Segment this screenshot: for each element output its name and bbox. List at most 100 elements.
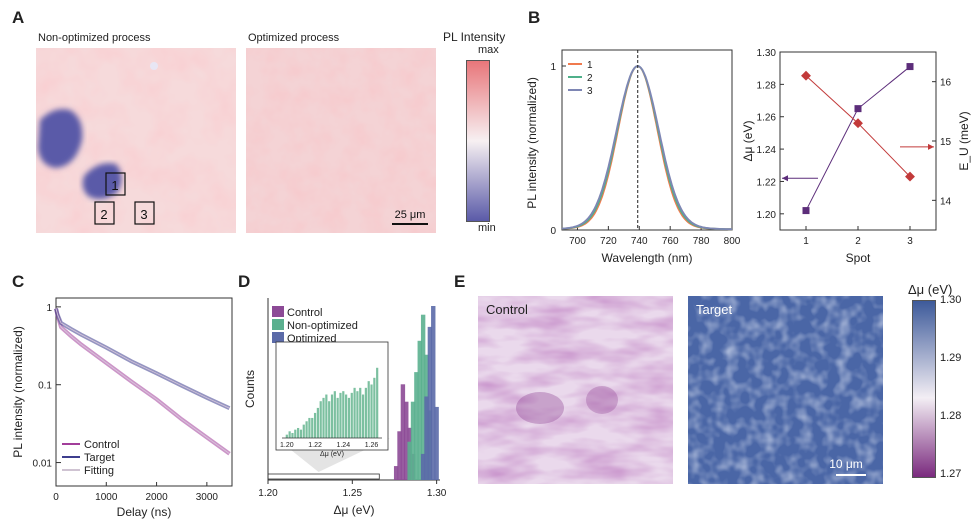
inset-bar (316, 407, 319, 438)
colorbar-e-tick-2: 1.29 (940, 352, 962, 364)
eu-point (801, 70, 811, 81)
panel-label-b: B (528, 8, 541, 27)
chart-d-histogram: 1.20 1.25 1.30ControlNon-optimizedOptimize… (243, 298, 447, 517)
spot-markers: 1 2 3 (94, 172, 155, 225)
x-axis-title: Delay (ns) (117, 505, 172, 519)
colorbar-a-min: min (478, 222, 496, 234)
inset-bar (297, 427, 300, 438)
colorbar-e-tick-1: 1.30 (940, 294, 962, 306)
inset-bar (302, 424, 305, 438)
y-right-axis-title: E_U (meV) (957, 111, 971, 170)
hist-bar-Non-optimized (417, 340, 422, 480)
colorbar-e-tick-3: 1.28 (940, 410, 962, 422)
legend-label: Control (84, 439, 119, 451)
hist-bar-Non-optimized (410, 401, 416, 480)
pl-map-optimized: 25 μm (246, 48, 436, 233)
spot-3-label: 3 (140, 207, 147, 222)
delta-mu-point (854, 105, 862, 113)
inset-bar (333, 391, 336, 438)
colorbar-e-title: Δμ (eV) (908, 282, 953, 297)
panel-a-left-title: Non-optimized process (38, 32, 151, 44)
arrow-right-head (928, 143, 934, 150)
y-left-tick-label: 1.26 (757, 113, 777, 124)
inset-bar (285, 434, 288, 438)
y-right-tick-label: 16 (940, 78, 952, 89)
legend-label-1: 1 (587, 60, 593, 71)
y-tick-label: 0 (550, 226, 556, 237)
inset-bar (345, 394, 348, 438)
spot-2-label: 2 (100, 207, 107, 222)
legend-swatch (272, 319, 284, 330)
inset-bar (308, 417, 311, 438)
hist-bar-Non-optimized (420, 314, 426, 480)
hist-bar-Control (404, 401, 409, 480)
inset-bar (322, 397, 325, 438)
decay-data-Target (54, 308, 231, 411)
y-left-tick-label: 1.22 (757, 177, 777, 188)
x-tick-label: 780 (693, 236, 710, 247)
panel-a-right-title: Optimized process (248, 32, 340, 44)
inset-bar (299, 429, 303, 438)
panel-label-c: C (12, 272, 25, 291)
colorbar-a (466, 60, 490, 222)
legend-swatch (272, 332, 284, 343)
x-tick-label: 1.30 (427, 488, 447, 499)
colorbar-a-title: PL Intensity (443, 30, 506, 44)
y-left-tick-label: 1.24 (757, 145, 777, 156)
inset-bar (330, 394, 334, 438)
hist-bar-Optimized (431, 306, 436, 480)
panel-label-d: D (238, 272, 251, 291)
map-e-target-title: Target (696, 302, 733, 317)
plot-frame (779, 51, 937, 231)
inset-bar (367, 381, 370, 438)
inset-bar (336, 397, 339, 438)
x-axis-title: Spot (846, 251, 871, 265)
legend-label: Control (287, 307, 322, 319)
inset-bar (373, 377, 376, 438)
y-axis-title: Counts (243, 370, 257, 408)
spectrum-line-3 (561, 65, 732, 231)
inset-bar (364, 387, 367, 438)
y-left-tick-label: 1.28 (757, 80, 777, 91)
eu-point (853, 118, 863, 129)
colorbar-e-tick-4: 1.27 (940, 468, 962, 480)
inset-x-tick-label: 1.22 (308, 442, 322, 449)
inset-bar (347, 397, 351, 438)
x-tick-label: 800 (724, 236, 741, 247)
decay-fit-Target (55, 308, 230, 409)
x-tick-label: 3000 (196, 492, 219, 503)
chart-c-decay: 0 1000 2000 3000 1 0.1 0.01 ControlTargetFittin… (11, 297, 233, 519)
inset-x-tick-label: 1.26 (365, 442, 379, 449)
y-left-axis-title: Δμ (eV) (741, 121, 755, 162)
hist-bar-Control (397, 431, 402, 480)
x-tick-label: 3 (907, 236, 913, 247)
inset-bar (311, 417, 314, 438)
chart-b-spectra: 700 720 740 760 780 800 0 1 1 2 3 Wavelength (nm) PL… (525, 49, 741, 265)
y-tick-label: 0.01 (33, 459, 53, 470)
zoom-region-box (267, 473, 380, 480)
hist-bar-Non-optimized (414, 372, 419, 480)
x-tick-label: 700 (569, 236, 586, 247)
plot-frame (55, 297, 233, 487)
y-axis-title: PL intensity (normalized) (11, 326, 25, 458)
hist-bar-Optimized (424, 396, 429, 480)
inset-bar (319, 401, 322, 438)
y-left-tick-label: 1.30 (757, 48, 777, 59)
colorbar-a-max: max (478, 44, 499, 56)
hist-bar-Optimized (420, 453, 426, 480)
x-axis-title: Δμ (eV) (334, 503, 375, 517)
inset-bar (361, 394, 365, 438)
legend-label-3: 3 (587, 86, 593, 97)
y-tick-label: 1 (46, 303, 52, 314)
legend-swatch (272, 306, 284, 317)
x-tick-label: 1000 (95, 492, 118, 503)
y-axis-title: PL intensity (normalized) (525, 77, 539, 209)
x-tick-label: 740 (631, 236, 648, 247)
chart-b-spots: 1 2 3 1.20 1.22 1.24 1.26 1.28 1.30 14 15 16 Spot Δμ … (741, 48, 971, 265)
x-axis-title: Wavelength (nm) (602, 251, 693, 265)
x-tick-label: 2000 (145, 492, 168, 503)
y-right-tick-label: 15 (940, 137, 952, 148)
inset-bar (305, 421, 308, 438)
inset-bar (325, 394, 328, 438)
